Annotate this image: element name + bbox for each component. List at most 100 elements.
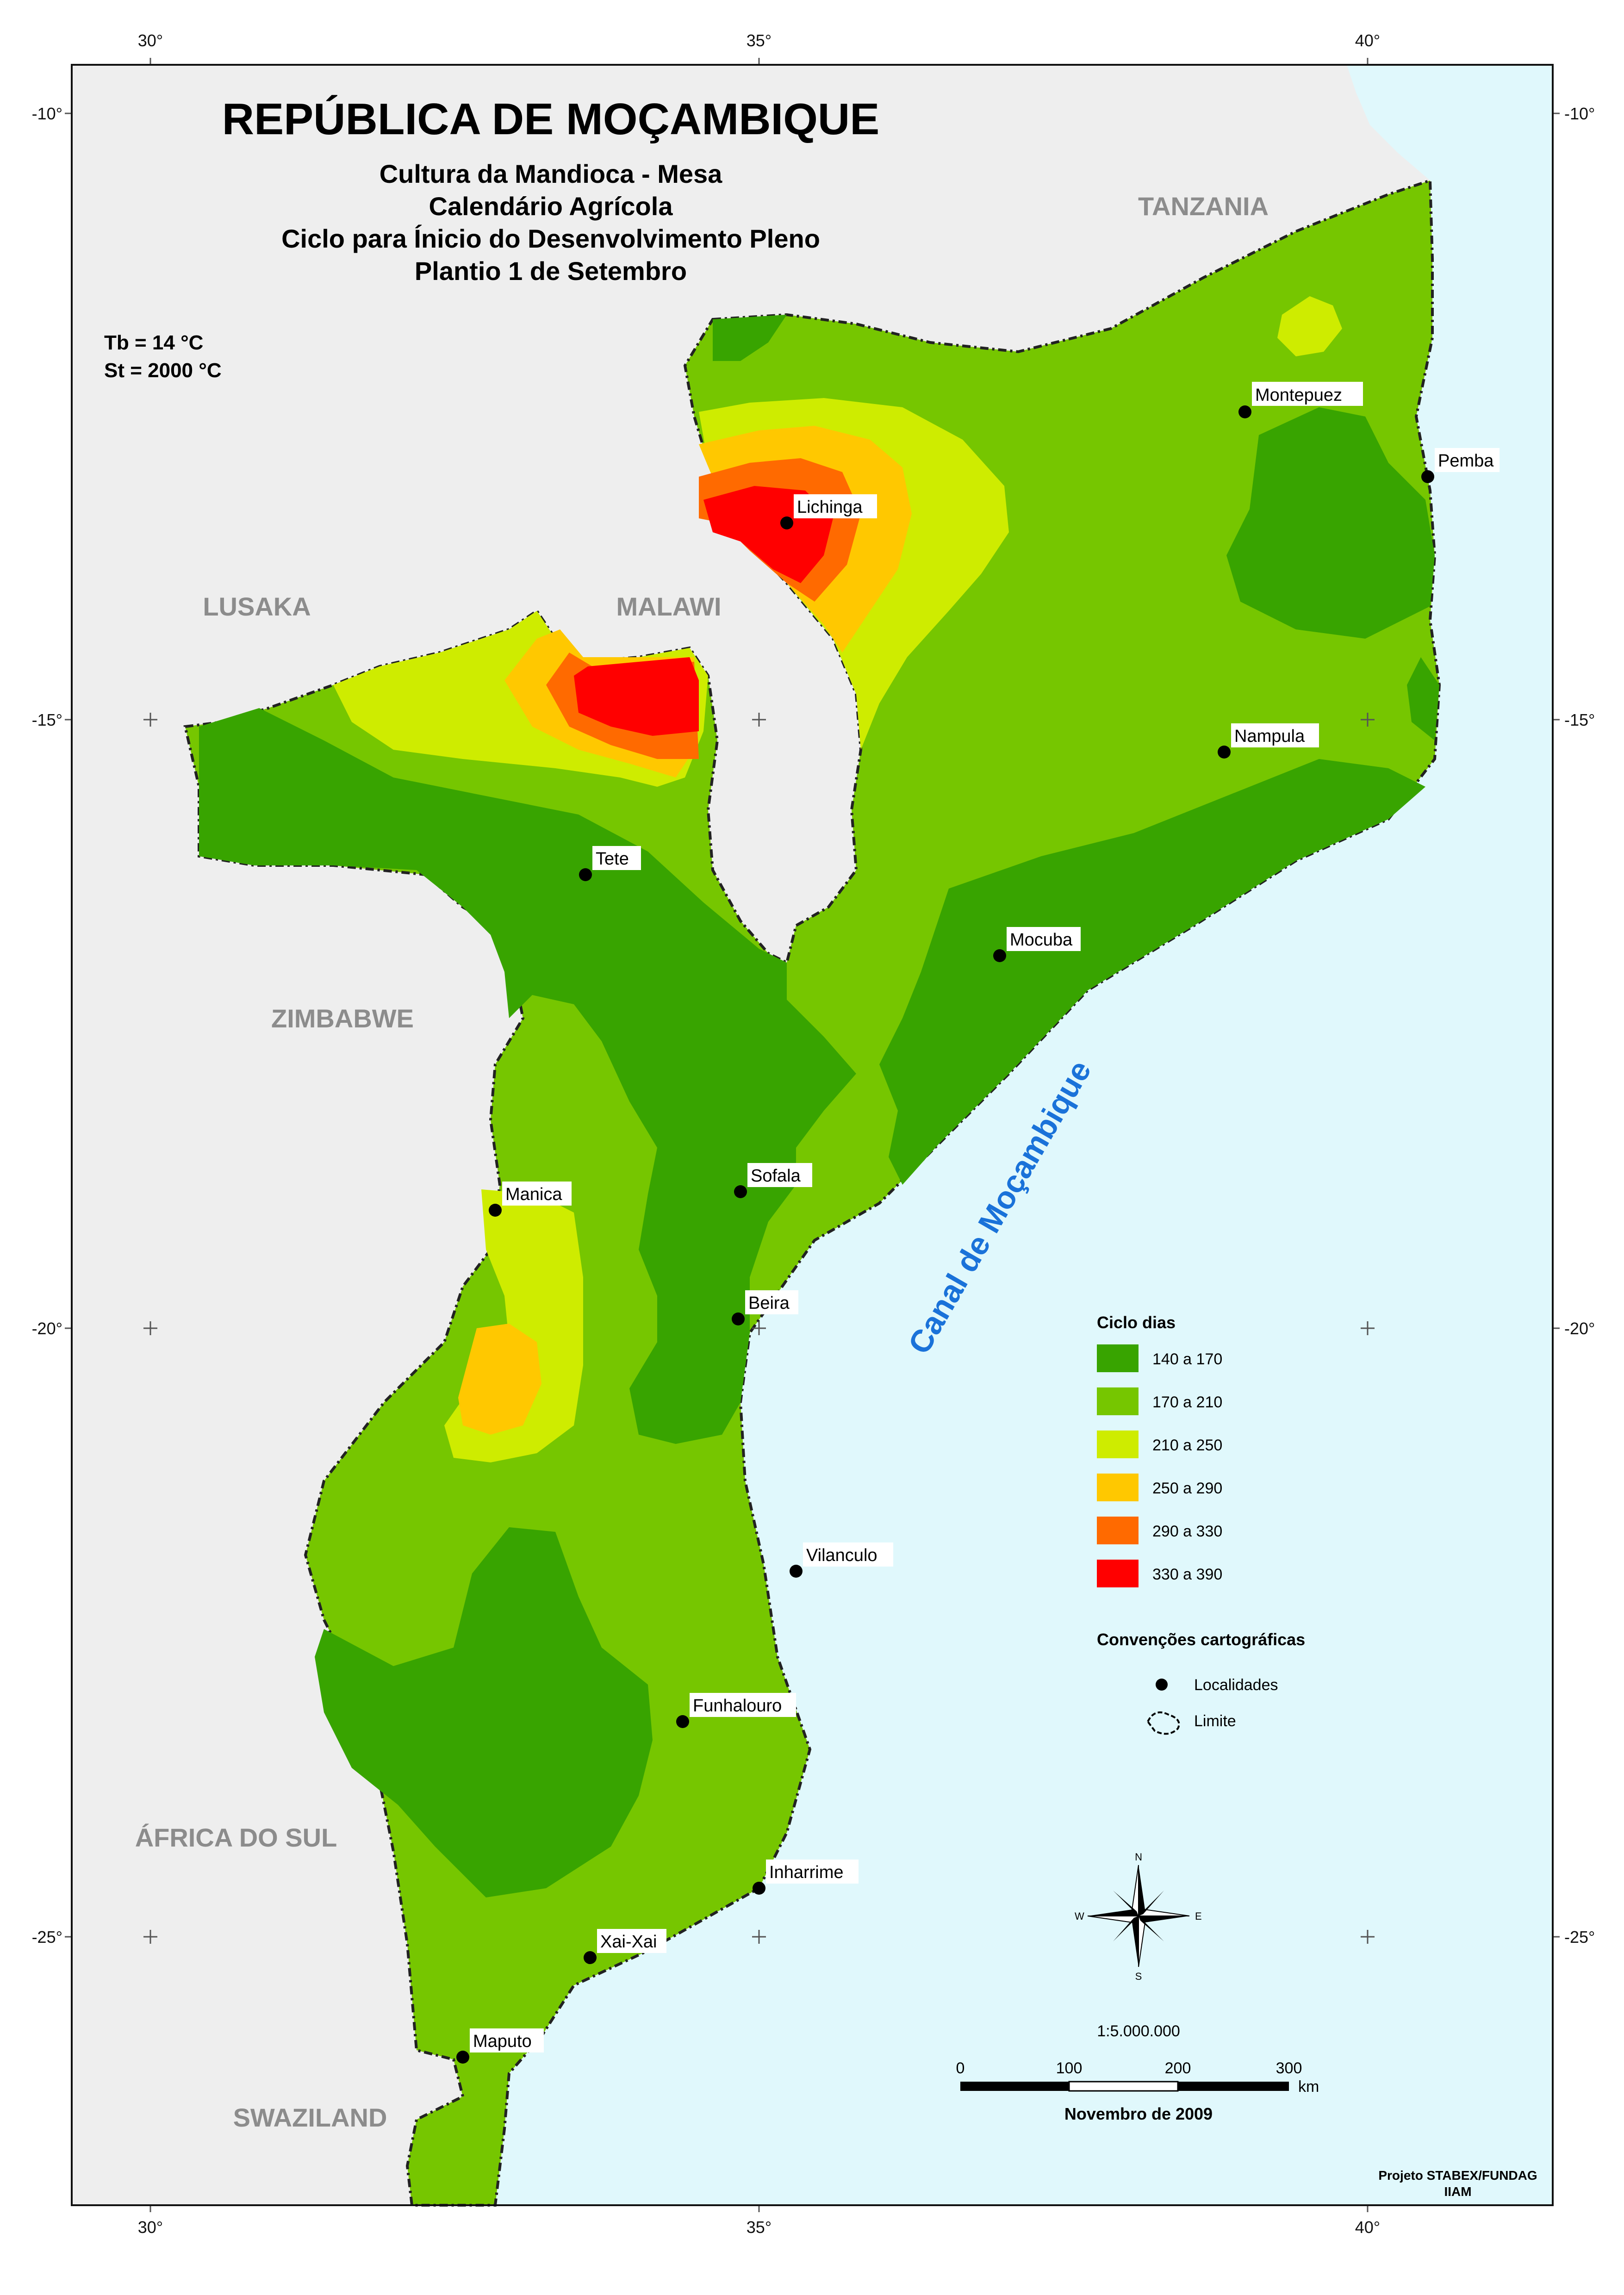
legend-locality-symbol bbox=[1156, 1679, 1168, 1691]
graticule bbox=[65, 58, 1560, 2212]
locality-inharrime: Inharrime bbox=[753, 1860, 859, 1895]
subtitle-line-2: Calendário Agrícola bbox=[429, 192, 673, 221]
zone-140-170-northwest bbox=[713, 315, 787, 361]
credits-line-1: Projeto STABEX/FUNDAG bbox=[1378, 2168, 1537, 2183]
legend-swatch-5 bbox=[1097, 1560, 1139, 1587]
locality-label-pemba: Pemba bbox=[1438, 451, 1494, 471]
lon-label-bottom-30: 30° bbox=[138, 2218, 163, 2237]
legend-swatch-1 bbox=[1097, 1387, 1139, 1415]
locality-mocuba: Mocuba bbox=[993, 927, 1081, 962]
lake-malawi-area bbox=[639, 417, 861, 990]
locality-manica: Manica bbox=[489, 1182, 572, 1217]
scale-tick-200: 200 bbox=[1165, 2059, 1191, 2077]
zone-330-390-tete-north bbox=[574, 657, 699, 736]
map-date: Novembro de 2009 bbox=[1064, 2104, 1213, 2123]
locality-label-tete: Tete bbox=[596, 849, 629, 869]
legend: Ciclo dias 140 a 170 170 a 210 210 a 250 25… bbox=[1097, 1313, 1305, 1735]
locality-label-beira: Beira bbox=[748, 1294, 790, 1313]
zone-140-170-south bbox=[315, 1527, 653, 1897]
legend-convention-limite: Limite bbox=[1194, 1712, 1236, 1730]
legend-swatch-2 bbox=[1097, 1430, 1139, 1458]
zone-140-170-zambezia bbox=[879, 759, 1425, 1185]
country-label-malawi: MALAWI bbox=[616, 592, 721, 621]
locality-beira: Beira bbox=[732, 1290, 798, 1325]
parameter-tb: Tb = 14 °C bbox=[104, 331, 203, 354]
locality-label-maputo: Maputo bbox=[473, 2032, 532, 2051]
lat-label-right-10: -10° bbox=[1564, 104, 1595, 123]
lon-label-bottom-40: 40° bbox=[1355, 2218, 1380, 2237]
locality-xai-xai: Xai-Xai bbox=[584, 1929, 666, 1964]
zone-140-170-northeast bbox=[1226, 407, 1435, 639]
legend-label-2: 210 a 250 bbox=[1152, 1437, 1222, 1454]
compass-e: E bbox=[1195, 1910, 1202, 1922]
lat-label-left-15: -15° bbox=[32, 710, 62, 729]
scale-bar: 1:5.000.000 0 100 200 300 km Novembro de… bbox=[956, 2022, 1319, 2123]
legend-label-4: 290 a 330 bbox=[1152, 1523, 1222, 1540]
legend-conventions-title: Convenções cartográficas bbox=[1097, 1630, 1305, 1649]
zone-140-170-central bbox=[199, 708, 856, 1444]
sea-area bbox=[495, 65, 1553, 2205]
legend-label-5: 330 a 390 bbox=[1152, 1566, 1222, 1583]
locality-label-nampula: Nampula bbox=[1234, 727, 1305, 746]
legend-label-1: 170 a 210 bbox=[1152, 1393, 1222, 1411]
lat-label-right-20: -20° bbox=[1564, 1319, 1595, 1338]
locality-label-funhalouro: Funhalouro bbox=[693, 1696, 782, 1716]
country-label-tanzania: TANZANIA bbox=[1138, 192, 1269, 221]
legend-swatch-4 bbox=[1097, 1517, 1139, 1544]
legend-title: Ciclo dias bbox=[1097, 1313, 1176, 1332]
locality-label-mocuba: Mocuba bbox=[1010, 930, 1073, 950]
locality-label-inharrime: Inharrime bbox=[769, 1863, 844, 1882]
parameter-st: St = 2000 °C bbox=[104, 359, 222, 382]
map-frame-border bbox=[71, 64, 1554, 2206]
scale-tick-100: 100 bbox=[1056, 2059, 1083, 2077]
legend-classes: 140 a 170 170 a 210 210 a 250 250 a 290 290 … bbox=[1097, 1344, 1222, 1587]
country-label-swaziland: SWAZILAND bbox=[233, 2103, 387, 2132]
legend-limit-symbol bbox=[1146, 1711, 1180, 1735]
subtitle-line-1: Cultura da Mandioca - Mesa bbox=[380, 159, 722, 188]
country-label-lusaka: LUSAKA bbox=[203, 592, 311, 621]
zone-250-290-manica bbox=[458, 1324, 541, 1435]
locality-label-montepuez: Montepuez bbox=[1255, 386, 1342, 405]
locality-nampula: Nampula bbox=[1218, 723, 1319, 759]
compass-w: W bbox=[1075, 1910, 1084, 1922]
locality-sofala: Sofala bbox=[734, 1163, 812, 1198]
legend-convention-localidades: Localidades bbox=[1194, 1676, 1278, 1694]
compass-rose-icon: N S E W bbox=[1075, 1851, 1202, 1982]
lat-label-left-10: -10° bbox=[32, 104, 62, 123]
locality-funhalouro: Funhalouro bbox=[676, 1693, 796, 1728]
lon-label-bottom-35: 35° bbox=[747, 2218, 772, 2237]
locality-label-sofala: Sofala bbox=[751, 1166, 801, 1186]
locality-tete: Tete bbox=[579, 846, 641, 881]
legend-label-0: 140 a 170 bbox=[1152, 1350, 1222, 1368]
scale-segment-2 bbox=[1068, 2081, 1179, 2092]
subtitle-line-3: Ciclo para Ínicio do Desenvolvimento Ple… bbox=[281, 224, 820, 253]
compass-s: S bbox=[1135, 1971, 1142, 1982]
legend-swatch-0 bbox=[1097, 1344, 1139, 1372]
zone-140-170-coastal-strip bbox=[1407, 657, 1439, 740]
lon-label-top-35: 35° bbox=[747, 31, 772, 50]
locality-montepuez: Montepuez bbox=[1238, 382, 1363, 418]
lat-label-left-20: -20° bbox=[32, 1319, 62, 1338]
scale-tick-300: 300 bbox=[1276, 2059, 1302, 2077]
scale-ratio: 1:5.000.000 bbox=[1097, 2022, 1180, 2040]
localities: Montepuez Pemba Lichinga Nampula Tete Mo… bbox=[456, 382, 1500, 2064]
lon-label-top-30: 30° bbox=[138, 31, 163, 50]
locality-lichinga: Lichinga bbox=[780, 494, 877, 529]
locality-pemba: Pemba bbox=[1421, 448, 1500, 483]
lat-label-left-25: -25° bbox=[32, 1928, 62, 1947]
subtitle-line-4: Plantio 1 de Setembro bbox=[415, 256, 687, 286]
scale-segment-1 bbox=[960, 2082, 1069, 2091]
country-label-africa-do-sul: ÁFRICA DO SUL bbox=[135, 1823, 337, 1852]
lat-label-right-25: -25° bbox=[1564, 1928, 1595, 1947]
locality-vilanculo: Vilanculo bbox=[790, 1542, 893, 1578]
locality-maputo: Maputo bbox=[456, 2028, 544, 2064]
scale-unit: km bbox=[1298, 2078, 1319, 2096]
scale-tick-0: 0 bbox=[956, 2059, 965, 2077]
locality-label-xai-xai: Xai-Xai bbox=[600, 1932, 657, 1952]
legend-label-3: 250 a 290 bbox=[1152, 1480, 1222, 1497]
coordinate-labels: 30° 35° 40° 30° 35° 40° -10° -15° -20° -… bbox=[32, 31, 1595, 2237]
country-label-zimbabwe: ZIMBABWE bbox=[271, 1004, 414, 1033]
legend-swatch-3 bbox=[1097, 1474, 1139, 1501]
lon-label-top-40: 40° bbox=[1355, 31, 1380, 50]
